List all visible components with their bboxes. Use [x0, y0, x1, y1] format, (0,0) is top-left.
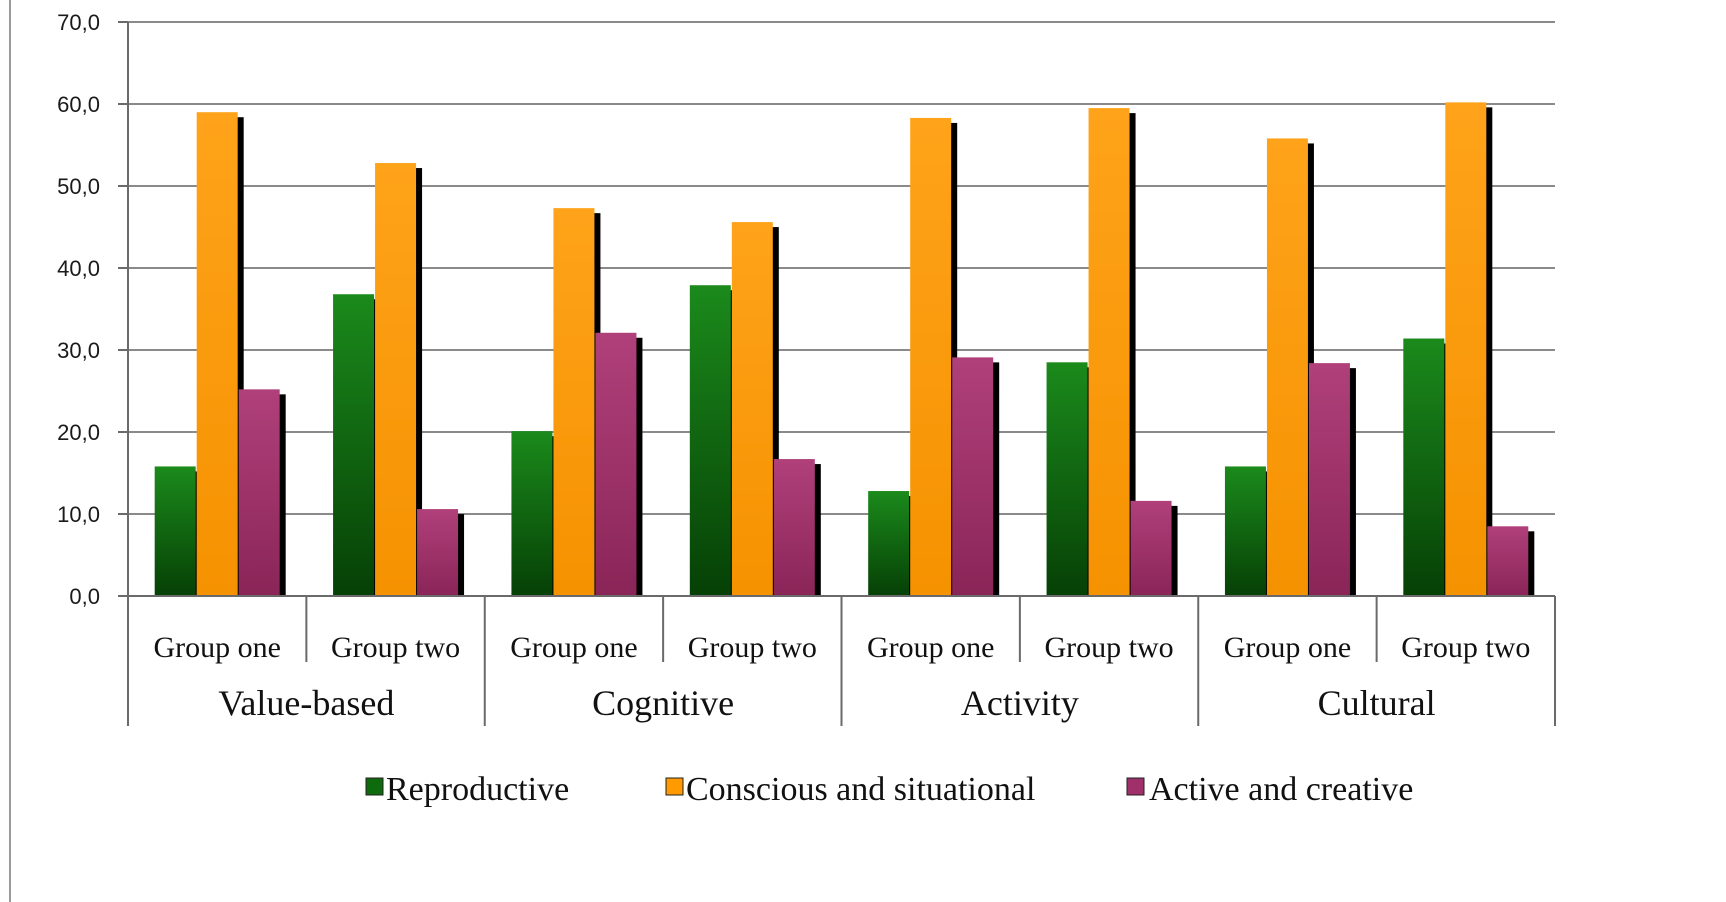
x-group-label: Activity: [961, 683, 1079, 723]
bar-active-and-creative: [595, 332, 637, 596]
bar-active-and-creative: [773, 459, 815, 596]
bar-active-and-creative: [1487, 526, 1529, 596]
bar-active-and-creative: [417, 509, 459, 596]
x-subcategory-label: Group one: [1224, 631, 1351, 664]
x-subcategory-label: Group one: [153, 631, 280, 664]
legend-swatch: [1126, 777, 1145, 796]
bar-conscious-and-situational: [910, 117, 952, 596]
bar-conscious-and-situational: [375, 163, 417, 597]
axes: [127, 22, 1556, 726]
legend-swatch: [365, 777, 384, 796]
bar-reproductive: [154, 466, 196, 596]
legend-label: Active and creative: [1149, 771, 1413, 808]
y-tick-label: 70,0: [57, 10, 100, 35]
x-axis-labels: Group one Group two Group one Group two Grou…: [153, 631, 1530, 723]
bar-reproductive: [1224, 466, 1266, 596]
legend-label: Conscious and situational: [686, 771, 1035, 808]
y-tick-label: 30,0: [57, 338, 100, 363]
y-axis-ticks: 0,0 10,0 20,0 30,0 40,0 50,0 60,0 70,0: [57, 10, 128, 609]
y-tick-label: 10,0: [57, 502, 100, 527]
bar-conscious-and-situational: [1445, 102, 1487, 597]
legend: Reproductive Conscious and situational Act…: [365, 771, 1413, 808]
bar-reproductive: [511, 431, 553, 596]
y-tick-label: 50,0: [57, 174, 100, 199]
y-tick-label: 60,0: [57, 92, 100, 117]
x-subcategory-label: Group two: [1044, 631, 1173, 664]
legend-swatch: [665, 777, 684, 796]
bar-active-and-creative: [1308, 363, 1350, 596]
bars: [154, 102, 1535, 597]
x-subcategory-label: Group two: [1401, 631, 1530, 664]
legend-label: Reproductive: [386, 771, 569, 808]
x-subcategory-label: Group one: [867, 631, 994, 664]
y-tick-label: 40,0: [57, 256, 100, 281]
bar-active-and-creative: [238, 389, 280, 596]
bar-active-and-creative: [1130, 500, 1172, 596]
bar-conscious-and-situational: [553, 208, 595, 596]
x-subcategory-label: Group two: [331, 631, 460, 664]
x-group-label: Cognitive: [592, 683, 734, 723]
y-tick-label: 20,0: [57, 420, 100, 445]
bar-reproductive: [689, 285, 731, 596]
bar-conscious-and-situational: [1266, 138, 1308, 596]
x-subcategory-label: Group two: [688, 631, 817, 664]
x-subcategory-label: Group one: [510, 631, 637, 664]
bar-conscious-and-situational: [1088, 108, 1130, 596]
y-tick-label: 0,0: [69, 584, 100, 609]
bar-conscious-and-situational: [196, 112, 238, 596]
x-group-label: Cultural: [1318, 683, 1436, 723]
bar-active-and-creative: [952, 357, 994, 596]
bar-reproductive: [1046, 362, 1088, 596]
bar-reproductive: [333, 294, 375, 596]
bar-reproductive: [868, 491, 910, 596]
bar-reproductive: [1403, 338, 1445, 596]
x-group-label: Value-based: [218, 683, 394, 723]
bar-conscious-and-situational: [731, 222, 773, 596]
